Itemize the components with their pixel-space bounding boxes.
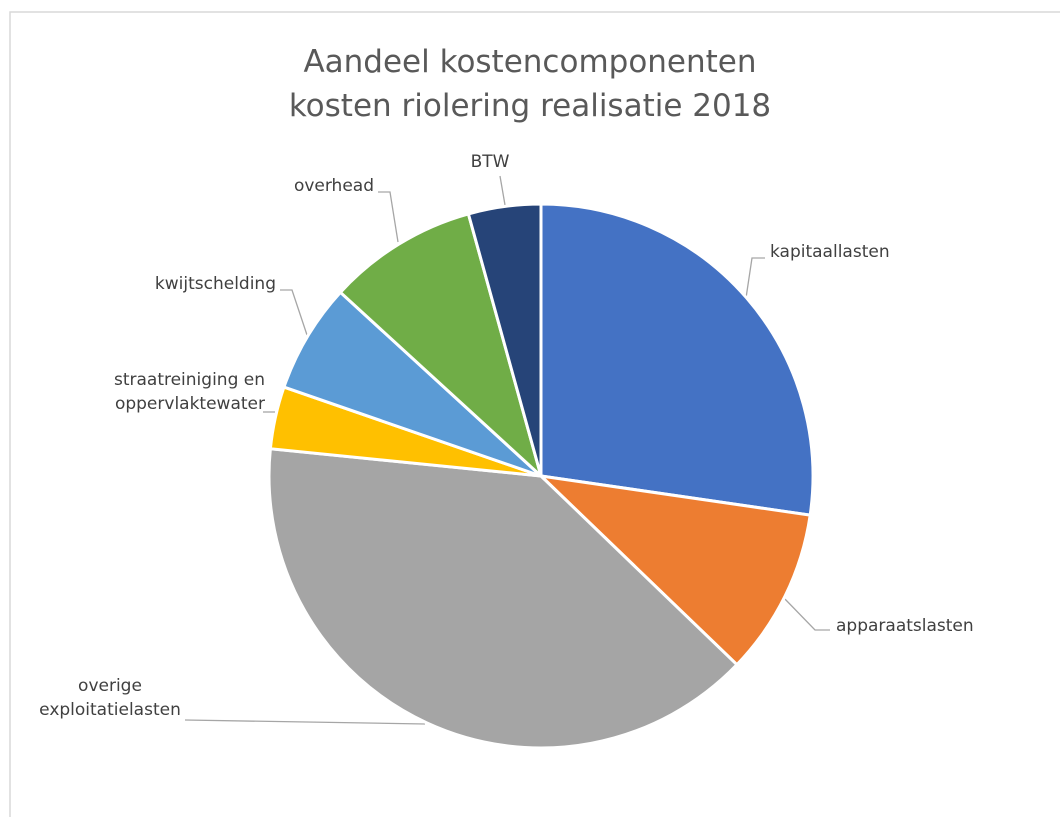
chart-title: Aandeel kostencomponenten kosten rioleri… — [288, 44, 772, 124]
pie-slice — [539, 202, 815, 517]
slice-label: overige exploitatielasten — [39, 676, 181, 720]
slice-label: BTW — [470, 152, 510, 172]
leader-line — [499, 175, 506, 206]
leader-line — [280, 289, 308, 336]
pie-slice — [338, 212, 544, 481]
leader-line — [782, 596, 830, 631]
slice-label: kwijtschelding — [154, 274, 276, 294]
pie-slice — [282, 290, 543, 478]
pie-slice — [536, 473, 812, 667]
slice-label: straatreiniging en oppervlaktewater — [113, 370, 265, 414]
leader-line — [745, 257, 765, 299]
leader-line — [184, 719, 426, 725]
slice-label: overhead — [293, 176, 374, 196]
chart-border — [9, 11, 1060, 817]
slice-label: apparaatslasten — [836, 616, 974, 636]
leader-line — [378, 191, 399, 243]
leader-lines — [184, 175, 830, 725]
pie-slice — [267, 447, 740, 750]
pie-slice — [466, 202, 543, 477]
slice-label: kapitaallasten — [770, 242, 890, 262]
